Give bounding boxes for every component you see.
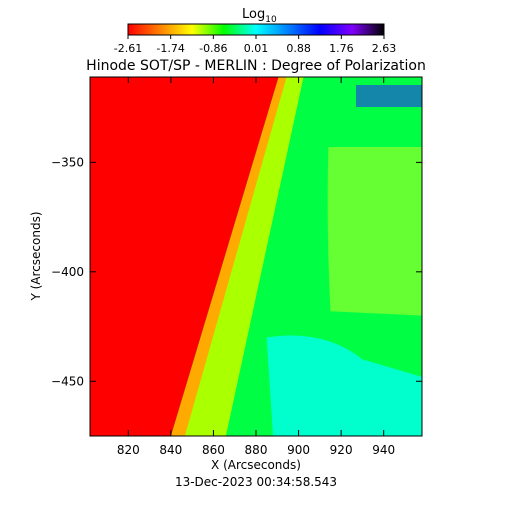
y-axis-label: Y (Arcseconds) xyxy=(29,211,43,301)
colorbar-tick-label: 1.76 xyxy=(329,42,354,55)
x-axis-label: X (Arcseconds) xyxy=(211,458,301,472)
colorbar xyxy=(127,23,385,36)
y-tick-label: −350 xyxy=(51,155,84,169)
heatmap-image xyxy=(90,77,422,436)
x-tick-label: 820 xyxy=(117,443,140,457)
colorbar-tick-label: 0.01 xyxy=(244,42,269,55)
x-tick-label: 840 xyxy=(159,443,182,457)
x-tick-label: 880 xyxy=(245,443,268,457)
colorbar-tick-label: -0.86 xyxy=(199,42,227,55)
chart-title: Hinode SOT/SP - MERLIN : Degree of Polar… xyxy=(86,58,426,74)
x-tick-label: 940 xyxy=(372,443,395,457)
colorbar-ticks: -2.61 -1.74 -0.86 0.01 0.88 1.76 2.63 xyxy=(114,35,396,55)
colorbar-tick-label: -1.74 xyxy=(156,42,184,55)
heatmap-region-noise xyxy=(356,85,422,107)
heatmap-region-off-limb xyxy=(90,77,279,436)
heatmap-region-limb-edge xyxy=(170,77,287,436)
colorbar-tick-label: 2.63 xyxy=(372,42,397,55)
heatmap-region-disk-low xyxy=(266,335,422,436)
y-tick-label: −400 xyxy=(51,265,84,279)
colorbar-tick-label: 0.88 xyxy=(286,42,311,55)
x-tick-label: 860 xyxy=(202,443,225,457)
x-tick-label: 900 xyxy=(287,443,310,457)
colorbar-label: Log10 xyxy=(242,7,277,25)
heatmap-region-disk-bright xyxy=(327,147,422,316)
colorbar-tick-label: -2.61 xyxy=(114,42,142,55)
y-tick-label: −450 xyxy=(51,374,84,388)
timestamp: 13-Dec-2023 00:34:58.543 xyxy=(175,475,337,489)
y-axis: −350 −400 −450 xyxy=(51,155,422,388)
x-axis: 820 840 860 880 900 920 940 xyxy=(117,77,395,457)
x-tick-label: 920 xyxy=(330,443,353,457)
